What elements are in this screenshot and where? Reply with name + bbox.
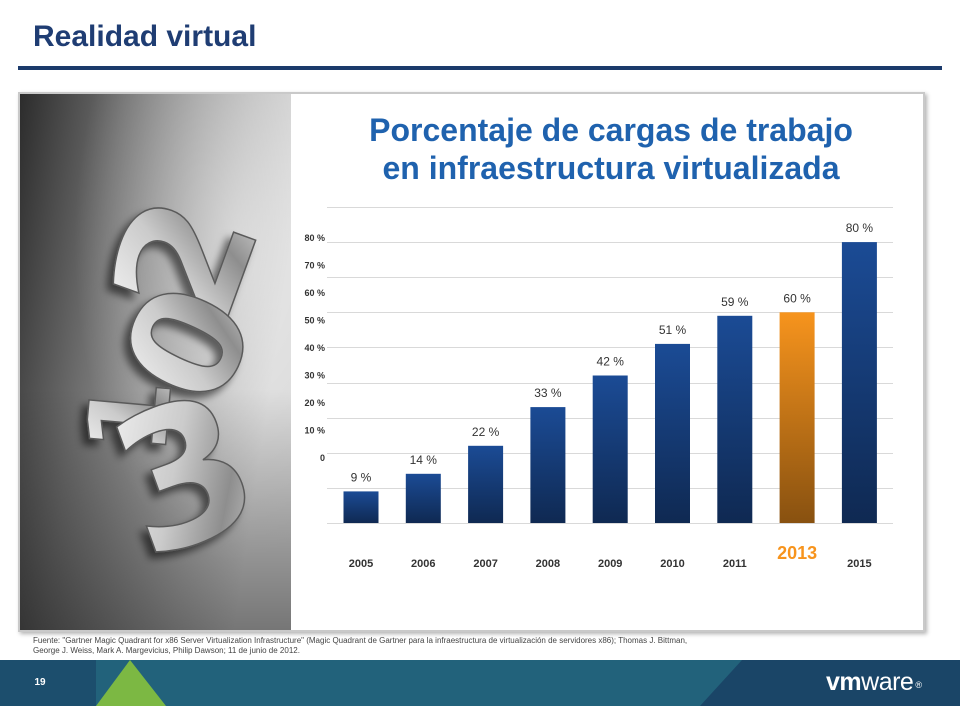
data-label-2015: 80 %: [846, 221, 874, 235]
bar-2015: [841, 242, 877, 523]
logo-vm: vm: [826, 668, 862, 696]
y-tick-label: 80 %: [304, 233, 325, 243]
source-note-line-1: Fuente: "Gartner Magic Quadrant for x86 …: [33, 636, 688, 645]
bar-2008: [530, 407, 566, 523]
slide-title: Realidad virtual: [33, 20, 257, 53]
x-label-2006: 2006: [411, 558, 435, 570]
x-label-2009: 2009: [598, 558, 622, 570]
x-label-2007: 2007: [473, 558, 497, 570]
source-note-line-2: George J. Weiss, Mark A. Margevicius, Ph…: [33, 646, 300, 655]
chart-title: Porcentaje de cargas de trabajo en infra…: [291, 111, 931, 187]
data-label-2006: 14 %: [410, 453, 438, 467]
y-tick-label: 40 %: [304, 343, 325, 353]
data-label-2009: 42 %: [597, 355, 625, 369]
source-note: Fuente: "Gartner Magic Quadrant for x86 …: [33, 636, 687, 656]
data-label-2007: 22 %: [472, 425, 500, 439]
x-label-2015: 2015: [847, 558, 871, 570]
data-label-2010: 51 %: [659, 323, 687, 337]
hero-digit-1: 1: [63, 372, 197, 459]
data-label-2013: 60 %: [783, 291, 811, 305]
hero-photo: 2 0 1 3: [20, 94, 291, 630]
x-label-2010: 2010: [660, 558, 684, 570]
bar-2007: [468, 445, 504, 523]
y-tick-label: 50 %: [304, 316, 325, 326]
data-label-2008: 33 %: [534, 386, 562, 400]
x-axis-labels: 2005 2006 2007 2008 2009 2010 2011 2013 2015: [349, 543, 872, 570]
logo-registered-mark: ®: [915, 680, 922, 690]
y-tick-label: 0: [320, 453, 325, 463]
bar-2006: [405, 473, 441, 523]
chart-title-line-1: Porcentaje de cargas de trabajo: [369, 112, 853, 148]
y-tick-label: 30 %: [304, 371, 325, 381]
footer-number-block: [0, 660, 96, 706]
x-label-2005: 2005: [349, 558, 373, 570]
bars: [343, 242, 877, 523]
x-label-2011: 2011: [723, 558, 747, 570]
bar-2013: [779, 312, 815, 523]
data-label-2005: 9 %: [351, 470, 372, 484]
title-divider: [18, 66, 942, 70]
y-tick-label: 60 %: [304, 288, 325, 298]
chart-title-line-2: en infraestructura virtualizada: [382, 150, 840, 186]
x-label-2013: 2013: [777, 543, 817, 563]
y-axis-labels: 80 % 70 % 60 % 50 % 40 % 30 % 20 % 10 % 0: [304, 233, 325, 463]
footer-logo-block: [700, 660, 960, 706]
y-tick-label: 70 %: [304, 261, 325, 271]
footer-green-triangle: [96, 660, 166, 706]
bar-2009: [592, 375, 628, 523]
bar-2005: [343, 491, 379, 523]
data-label-2011: 59 %: [721, 295, 749, 309]
y-tick-label: 10 %: [304, 426, 325, 436]
y-tick-label: 20 %: [304, 398, 325, 408]
page-number: 19: [34, 677, 46, 688]
bar-chart: 80 % 70 % 60 % 50 % 40 % 30 % 20 % 10 % 0 9 % 14 %…: [304, 207, 893, 570]
vmware-logo: vmware ®: [826, 668, 922, 696]
data-labels: 9 % 14 % 22 % 33 % 42 % 51 % 59 % 60 % 80 %: [351, 221, 874, 484]
logo-ware: ware: [861, 668, 914, 696]
footer-band: [0, 660, 960, 706]
bar-2011: [717, 315, 753, 523]
hero-shade: [20, 94, 291, 630]
x-label-2008: 2008: [536, 558, 560, 570]
bar-2010: [655, 343, 690, 523]
